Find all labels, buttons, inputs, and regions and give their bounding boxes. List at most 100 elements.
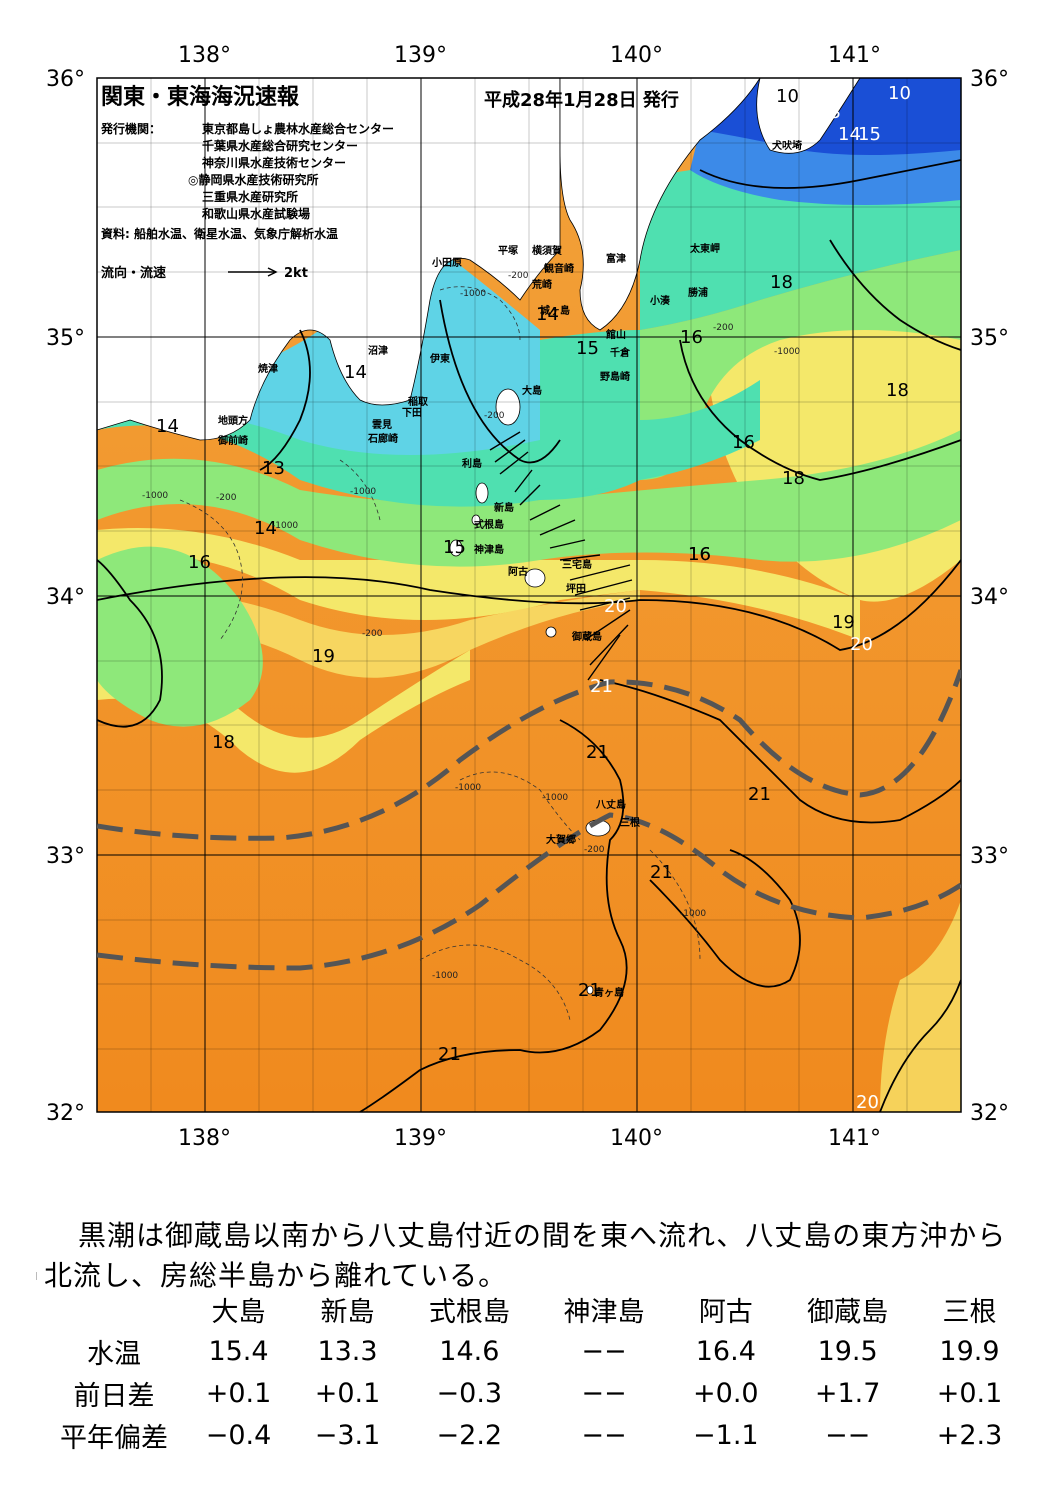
table-cell: +0.1: [314, 1377, 381, 1409]
isotherm-label: 14: [254, 518, 277, 539]
place-yokosuka: 横須賀: [532, 244, 562, 257]
isotherm-label: 20: [604, 596, 627, 617]
table-header-row: 大島 新島 式根島 神津島 阿古 御蔵島 三根: [44, 1288, 1024, 1330]
isotherm-label: 19: [832, 612, 855, 633]
table-cell: −−: [581, 1377, 627, 1409]
lon-label-top-141: 141°: [828, 43, 881, 68]
isotherm-label: 16: [688, 544, 711, 565]
place-shimoda: 下田: [402, 407, 422, 419]
place-inatori: 稲取: [408, 395, 429, 408]
isotherm-label: 14: [838, 124, 861, 145]
table-cell: +2.3: [936, 1419, 1003, 1451]
flow-legend-label: 流向・流速: [101, 265, 166, 281]
isotherm-label: 10: [776, 86, 799, 107]
isotherm-label: 21: [578, 980, 601, 1001]
map-title: 関東・東海海況速報: [101, 84, 300, 110]
place-miyakejima: 三宅島: [562, 558, 592, 571]
place-kozushima: 神津島: [474, 543, 504, 556]
place-nojimazaki: 野島崎: [600, 370, 630, 383]
place-tsubota: 坪田: [566, 582, 586, 595]
isotherm-label: 13: [262, 458, 285, 479]
flow-legend-scale: 2kt: [284, 266, 308, 281]
isotherm-label: 21: [748, 784, 771, 805]
isotherm-label: 18: [770, 272, 793, 293]
table-cell: 19.5: [817, 1335, 878, 1367]
depth-label: -1000: [542, 793, 568, 803]
place-jogashima: 城ヶ島: [540, 304, 570, 317]
depth-contours: [179, 286, 701, 1021]
isotherm-label: 13: [818, 102, 841, 123]
place-okago: 大賀郷: [546, 833, 576, 846]
condition-summary: 黒潮は御蔵島以南から八丈島付近の間を東へ流れ、八丈島の東方沖から北流し、房総半島…: [44, 1219, 1007, 1292]
table-cell: 13.3: [317, 1335, 378, 1367]
kuroshio-axis: [97, 669, 961, 971]
table-cell: +0.1: [205, 1377, 272, 1409]
lat-label-right-32: 32°: [970, 1101, 1009, 1126]
lat-label-left-33: 33°: [46, 844, 85, 869]
divider-mark: [36, 1272, 37, 1280]
column-header-mikurajima: 御蔵島: [807, 1296, 889, 1328]
place-irozaki: 石廊崎: [367, 432, 398, 445]
lon-label-top-139: 139°: [394, 43, 447, 68]
map-text: 関東・東海海況速報 平成28年1月28日 発行 発行機関： 東京都島しょ農林水産…: [46, 43, 1009, 1151]
place-arasaki: 荒崎: [531, 278, 552, 291]
isotherm-label: 18: [212, 732, 235, 753]
column-header-kozushima: 神津島: [563, 1296, 645, 1328]
isotherm-label: 14: [344, 362, 367, 383]
table-cell: −2.2: [436, 1419, 503, 1451]
table-cell: 19.9: [939, 1335, 1000, 1367]
place-ako: 阿古: [508, 565, 528, 578]
place-shikinejima: 式根島: [474, 518, 504, 531]
place-jitogata: 地頭方: [218, 414, 248, 427]
table-cell: +1.7: [814, 1377, 881, 1409]
lon-label-bottom-138: 138°: [178, 1126, 231, 1151]
table-row-water-temp: 水温 15.4 13.3 14.6 −− 16.4 19.5 19.9: [44, 1330, 1024, 1372]
isotherm-label: 21: [438, 1044, 461, 1065]
lon-label-bottom-141: 141°: [828, 1126, 881, 1151]
isotherm-label: 14: [156, 416, 179, 437]
publisher-2: 千葉県水産総合研究センター: [202, 138, 358, 153]
place-chikura: 千倉: [610, 346, 631, 359]
isotherm-label: 21: [590, 676, 613, 697]
table-cell: −−: [581, 1419, 627, 1451]
place-ito: 伊東: [429, 352, 450, 365]
column-header-mitsune: 三根: [942, 1296, 997, 1328]
isotherm-label: 14: [536, 304, 559, 325]
publisher-4: ◎静岡県水産技術研究所: [188, 172, 318, 187]
isotherm-label: 15: [858, 124, 881, 145]
isotherm-label: 16: [680, 327, 703, 348]
place-aogashima: 青ヶ島: [594, 986, 624, 999]
isotherm-label: 20: [856, 1092, 879, 1113]
table-cell: −−: [581, 1335, 627, 1367]
isotherm-label: 16: [688, 544, 711, 565]
table-cell: 16.4: [695, 1335, 756, 1367]
column-header-niijima: 新島: [320, 1296, 375, 1328]
depth-label: -1000: [455, 783, 481, 793]
publisher-label: 発行機関：: [100, 121, 161, 136]
place-oshima: 大島: [522, 384, 542, 397]
depth-label: -200: [362, 629, 383, 639]
isotherm-label: 10: [888, 83, 911, 104]
table-cell: +0.1: [936, 1377, 1003, 1409]
place-omaezaki: 御前崎: [217, 434, 248, 447]
place-kumomi: 雲見: [372, 419, 392, 431]
flow-vectors: [489, 431, 633, 681]
place-taito: 太東岬: [689, 242, 720, 255]
sea-temperature-map: 関東・東海海況速報 平成28年1月28日 発行 発行機関： 東京都島しょ農林水産…: [46, 43, 1009, 1151]
row-label: 前日差: [73, 1380, 155, 1412]
lon-label-bottom-139: 139°: [394, 1126, 447, 1151]
table-cell: 15.4: [208, 1335, 269, 1367]
depth-label: -200: [216, 493, 237, 503]
depth-label: -200: [713, 323, 734, 333]
lat-label-right-34: 34°: [970, 585, 1009, 610]
fine-grid: [97, 78, 961, 1112]
lat-label-right-36: 36°: [970, 67, 1009, 92]
depth-label: -200: [508, 271, 529, 281]
isotherm-label: 18: [782, 468, 805, 489]
table-cell: −1.1: [693, 1419, 759, 1451]
station-table: 大島 新島 式根島 神津島 阿古 御蔵島 三根 水温 15.4 13.3 14.…: [44, 1288, 1024, 1456]
place-inubozaki: 犬吠埼: [772, 139, 802, 152]
column-header-oshima: 大島: [211, 1296, 266, 1328]
table-row-anomaly: 平年偏差 −0.4 −3.1 −2.2 −− −1.1 −− +2.3: [44, 1414, 1024, 1456]
isotherm-label: 15: [443, 537, 466, 558]
